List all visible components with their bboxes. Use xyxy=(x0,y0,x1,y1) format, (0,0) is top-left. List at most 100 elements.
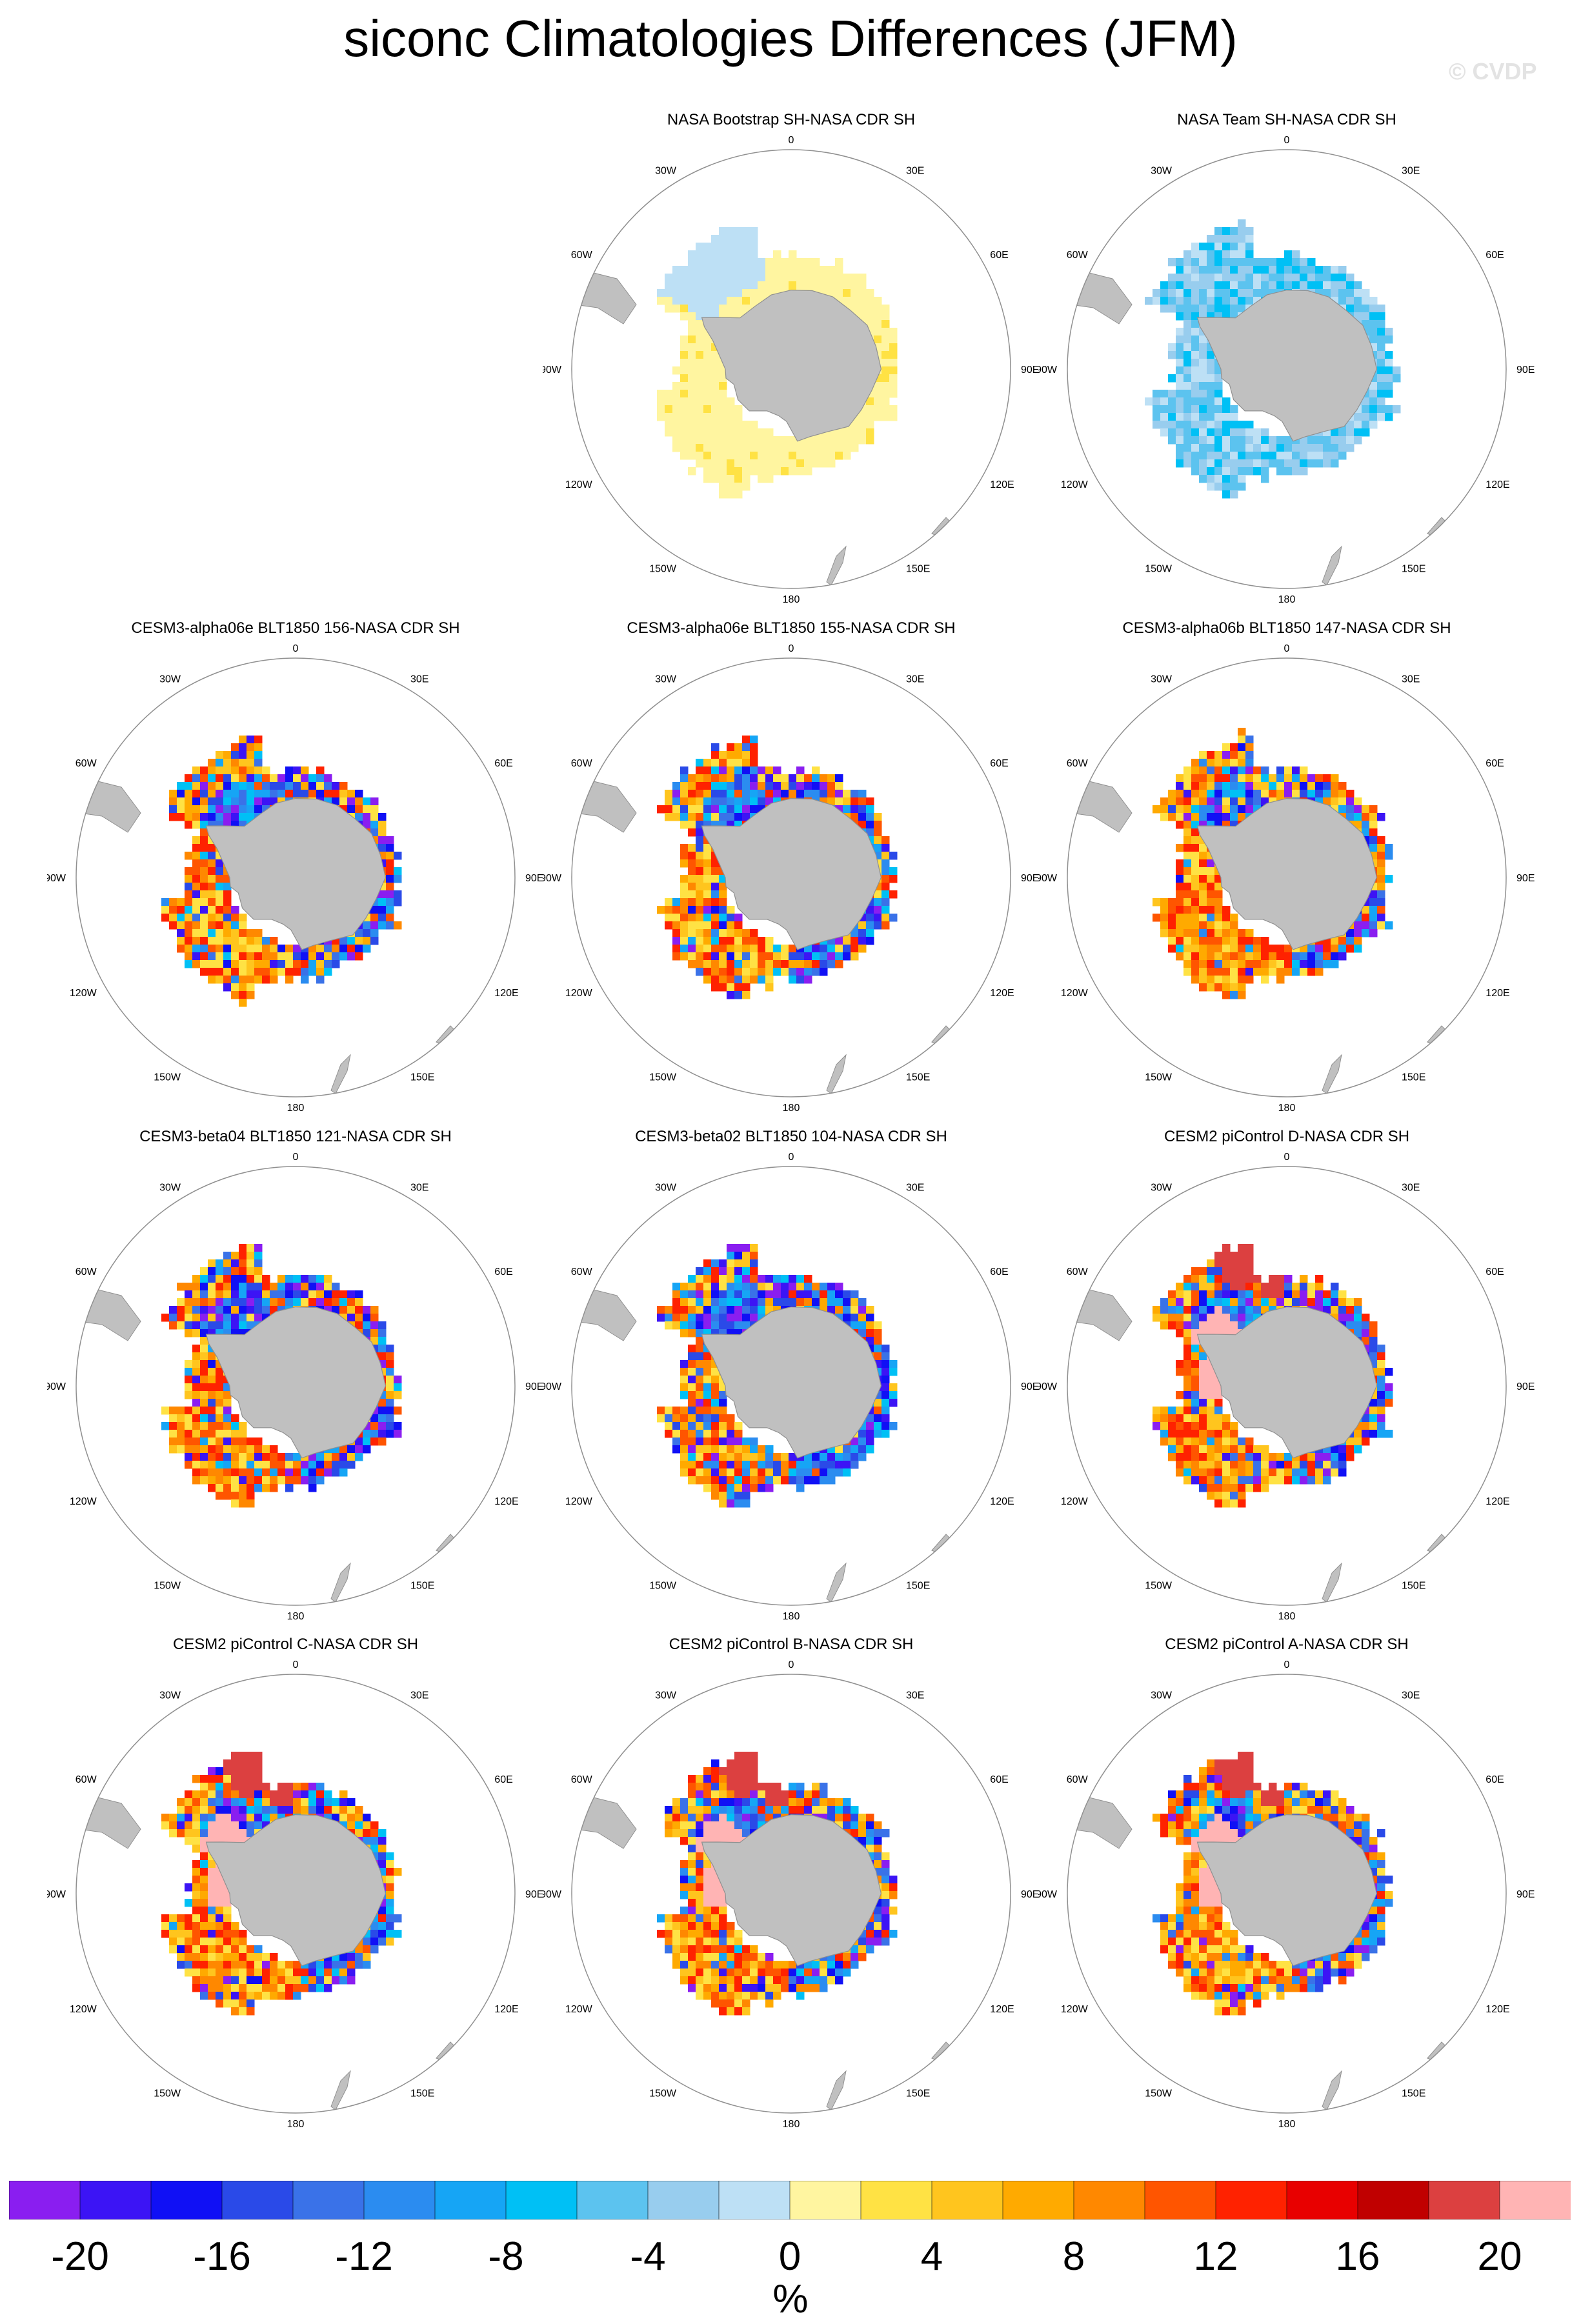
ice-cell xyxy=(223,1422,232,1430)
ice-cell xyxy=(1338,266,1347,274)
ice-cell xyxy=(169,1821,177,1830)
ice-cell xyxy=(665,428,673,437)
ice-cell xyxy=(1338,1445,1347,1454)
ice-cell xyxy=(1253,1453,1262,1461)
ice-cell xyxy=(277,1806,286,1814)
ice-cell xyxy=(1307,945,1316,953)
ice-cell xyxy=(355,1306,363,1314)
ice-cell xyxy=(254,952,263,961)
ice-cell xyxy=(796,1790,805,1799)
ice-cell xyxy=(734,782,743,790)
ice-cell xyxy=(688,790,696,798)
ice-cell xyxy=(231,1321,239,1330)
ice-cell xyxy=(200,859,208,868)
ice-cell xyxy=(301,1976,309,1985)
ice-cell xyxy=(231,1806,239,1814)
ice-cell xyxy=(765,274,774,282)
ice-cell xyxy=(200,952,208,961)
ice-cell xyxy=(881,867,890,876)
ice-cell xyxy=(696,968,704,976)
ice-cell xyxy=(1338,1306,1347,1314)
ice-cell xyxy=(1377,867,1385,876)
ice-cell xyxy=(781,1468,789,1477)
ice-cell xyxy=(262,976,270,984)
ice-cell xyxy=(1207,813,1215,821)
ice-cell xyxy=(1346,790,1354,798)
longitude-label: 60W xyxy=(571,250,593,261)
ice-cell xyxy=(1292,1476,1300,1485)
ice-cell xyxy=(1222,1244,1231,1252)
ice-cell xyxy=(1276,1283,1285,1291)
ice-cell xyxy=(216,790,224,798)
ice-cell xyxy=(734,1430,743,1438)
ice-cell xyxy=(270,1806,278,1814)
ice-cell xyxy=(688,921,696,930)
ice-cell xyxy=(1207,1430,1215,1438)
ice-cell xyxy=(851,797,859,806)
ice-cell xyxy=(216,1414,224,1423)
ice-cell xyxy=(758,1476,766,1485)
ice-cell xyxy=(192,782,201,790)
ice-cell xyxy=(185,805,193,814)
ice-cell xyxy=(789,266,797,274)
ice-cell xyxy=(1300,952,1308,961)
ice-cell xyxy=(742,467,750,476)
ice-cell xyxy=(216,1899,224,1907)
ice-cell xyxy=(1369,336,1378,344)
ice-cell xyxy=(696,1376,704,1384)
ice-cell xyxy=(703,1360,712,1368)
ice-cell xyxy=(812,258,820,266)
ice-cell xyxy=(765,952,774,961)
ice-cell xyxy=(711,790,720,798)
ice-cell xyxy=(386,1368,394,1376)
ice-cell xyxy=(727,413,735,421)
ice-cell xyxy=(1245,1290,1254,1299)
ice-cell xyxy=(1222,813,1231,821)
ice-cell xyxy=(881,875,890,883)
ice-cell xyxy=(719,281,727,290)
ice-cell xyxy=(324,1968,332,1977)
ice-cell xyxy=(1214,952,1223,961)
ice-cell xyxy=(874,813,882,821)
ice-cell xyxy=(254,790,263,798)
ice-cell xyxy=(1191,1345,1200,1353)
ice-cell xyxy=(208,1806,216,1814)
ice-cell xyxy=(711,1798,720,1807)
ice-cell xyxy=(200,1798,208,1807)
ice-cell xyxy=(1245,797,1254,806)
ice-cell xyxy=(727,766,735,775)
ice-cell xyxy=(185,1445,193,1454)
ice-cell xyxy=(742,797,750,806)
ice-cell xyxy=(703,336,712,344)
ice-cell xyxy=(696,1345,704,1353)
ice-cell xyxy=(727,743,735,752)
ice-cell xyxy=(332,1283,340,1291)
ice-cell xyxy=(1300,281,1308,290)
ice-cell xyxy=(208,1352,216,1361)
ice-cell xyxy=(750,436,758,445)
ice-cell xyxy=(719,1821,727,1830)
ice-cell xyxy=(1176,343,1184,352)
ice-cell xyxy=(1315,459,1324,468)
ice-cell xyxy=(1377,366,1385,375)
ice-cell xyxy=(378,1399,387,1407)
ice-cell xyxy=(734,1252,743,1260)
ice-cell xyxy=(1354,797,1362,806)
ice-cell xyxy=(332,1968,340,1977)
ice-cell xyxy=(1214,1267,1223,1276)
ice-cell xyxy=(1377,413,1385,421)
ice-cell xyxy=(696,1267,704,1276)
ice-cell xyxy=(851,1461,859,1469)
ice-cell xyxy=(208,1798,216,1807)
ice-cell xyxy=(742,421,750,429)
antarctica-landmass xyxy=(701,289,882,442)
ice-cell xyxy=(277,1476,286,1485)
ice-cell xyxy=(1245,945,1254,953)
ice-cell xyxy=(703,805,712,814)
ice-cell xyxy=(192,867,201,876)
ice-cell xyxy=(192,1976,201,1985)
ice-cell xyxy=(254,937,263,945)
ice-cell xyxy=(1369,1345,1378,1353)
ice-cell xyxy=(231,1437,239,1446)
